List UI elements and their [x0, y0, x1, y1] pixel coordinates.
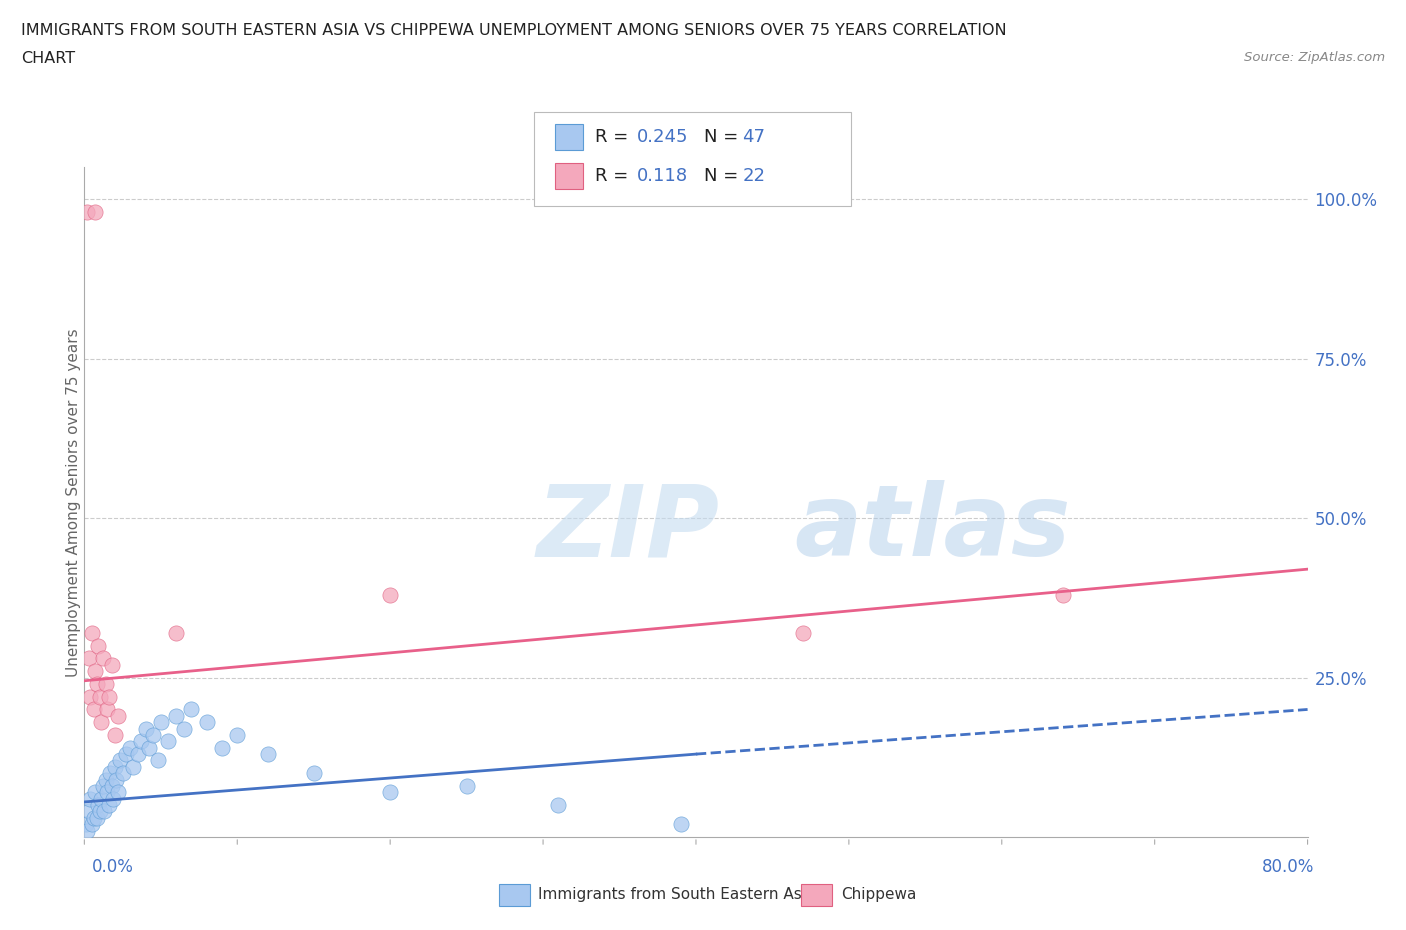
Point [80, 817, 103, 831]
Point [87, 798, 110, 813]
Point [380, 785, 402, 800]
Point [75, 817, 97, 831]
Point [108, 753, 131, 768]
Point [83, 810, 105, 825]
Point [105, 772, 128, 787]
Point [96, 702, 118, 717]
Point [211, 740, 233, 755]
Point [165, 709, 187, 724]
Point [302, 765, 325, 780]
Text: N =: N = [704, 127, 744, 146]
Point [120, 740, 142, 755]
Text: Immigrants from South Eastern Asia: Immigrants from South Eastern Asia [538, 887, 815, 902]
Point [669, 817, 692, 831]
Point [107, 709, 129, 724]
Point [380, 587, 402, 602]
Point [87, 638, 110, 653]
Point [226, 727, 249, 742]
Point [97, 798, 120, 813]
Point [101, 778, 124, 793]
Point [157, 734, 180, 749]
Text: 0.118: 0.118 [637, 166, 688, 185]
Point [90, 715, 112, 730]
Point [86, 676, 108, 691]
Text: N =: N = [704, 166, 744, 185]
Point [127, 747, 149, 762]
Point [97, 689, 120, 704]
Text: CHART: CHART [21, 51, 75, 66]
Point [77, 651, 100, 666]
Point [107, 785, 129, 800]
Point [89, 804, 111, 819]
Point [91, 651, 114, 666]
Text: Source: ZipAtlas.com: Source: ZipAtlas.com [1244, 51, 1385, 64]
Point [77, 804, 100, 819]
Text: Chippewa: Chippewa [841, 887, 917, 902]
Point [195, 715, 218, 730]
Point [80, 626, 103, 641]
Point [90, 791, 112, 806]
Point [86, 810, 108, 825]
Point [792, 626, 814, 641]
Point [165, 626, 187, 641]
Point [138, 740, 160, 755]
Point [149, 715, 172, 730]
Point [93, 804, 115, 819]
Text: IMMIGRANTS FROM SOUTH EASTERN ASIA VS CHIPPEWA UNEMPLOYMENT AMONG SENIORS OVER 7: IMMIGRANTS FROM SOUTH EASTERN ASIA VS CH… [21, 23, 1007, 38]
Y-axis label: Unemployment Among Seniors over 75 years: Unemployment Among Seniors over 75 years [66, 328, 80, 676]
Text: 0.245: 0.245 [637, 127, 689, 146]
Text: atlas: atlas [794, 481, 1070, 578]
Point [1052, 587, 1074, 602]
Point [129, 734, 152, 749]
Point [83, 702, 105, 717]
Point [84, 785, 107, 800]
Point [122, 760, 145, 775]
Point [456, 778, 478, 793]
Point [84, 664, 107, 679]
Point [94, 772, 117, 787]
Point [91, 778, 114, 793]
Text: R =: R = [595, 127, 634, 146]
Point [94, 676, 117, 691]
Point [104, 727, 127, 742]
Point [96, 785, 118, 800]
Text: ZIP: ZIP [537, 481, 720, 578]
Point [79, 689, 101, 704]
Point [89, 689, 111, 704]
Point [142, 727, 165, 742]
Point [101, 658, 124, 672]
Point [103, 791, 125, 806]
Point [98, 765, 121, 780]
Text: 47: 47 [742, 127, 765, 146]
Point [84, 205, 107, 219]
Text: 80.0%: 80.0% [1263, 857, 1315, 876]
Text: 0.0%: 0.0% [91, 857, 134, 876]
Point [114, 747, 136, 762]
Point [180, 702, 202, 717]
Text: R =: R = [595, 166, 640, 185]
Point [257, 747, 280, 762]
Point [146, 753, 169, 768]
Text: 22: 22 [742, 166, 765, 185]
Point [76, 205, 98, 219]
Point [547, 798, 569, 813]
Point [135, 721, 157, 736]
Point [79, 791, 101, 806]
Point [111, 765, 134, 780]
Point [104, 760, 127, 775]
Point [173, 721, 195, 736]
Point [76, 823, 98, 838]
